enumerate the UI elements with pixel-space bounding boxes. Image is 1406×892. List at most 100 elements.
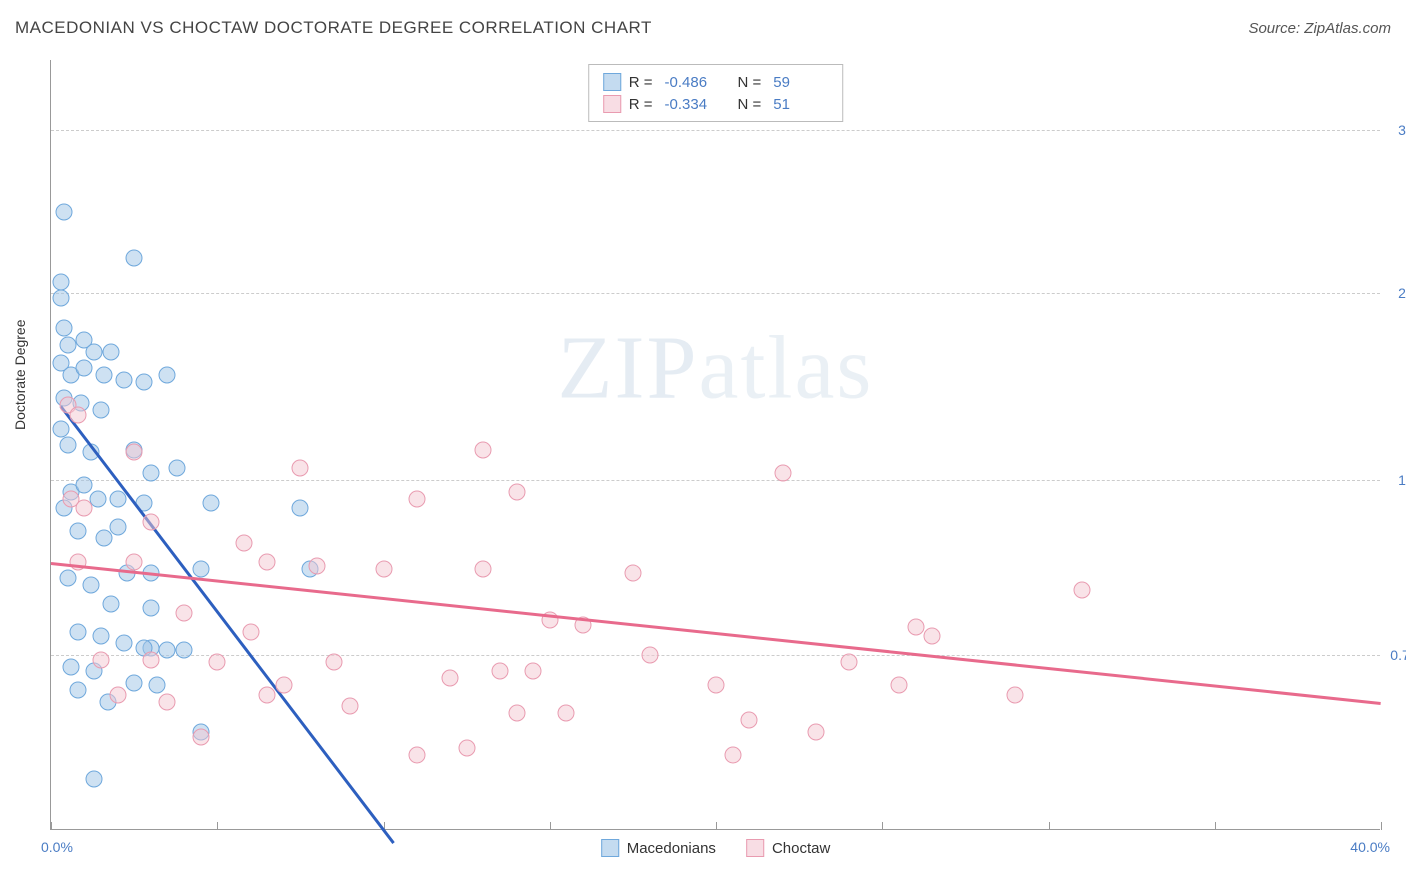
swatch-blue-icon bbox=[601, 839, 619, 857]
legend-row-macedonians: R = -0.486 N = 59 bbox=[603, 71, 829, 93]
data-point bbox=[159, 367, 176, 384]
legend-n-label: N = bbox=[738, 74, 762, 91]
data-point bbox=[59, 437, 76, 454]
data-point bbox=[159, 642, 176, 659]
data-point bbox=[92, 651, 109, 668]
gridline bbox=[51, 130, 1380, 131]
data-point bbox=[890, 677, 907, 694]
legend-r-value: -0.486 bbox=[665, 74, 720, 91]
data-point bbox=[624, 565, 641, 582]
legend-n-label: N = bbox=[738, 96, 762, 113]
data-point bbox=[325, 654, 342, 671]
watermark: ZIPatlas bbox=[558, 316, 874, 419]
legend-n-value: 51 bbox=[773, 96, 828, 113]
data-point bbox=[69, 523, 86, 540]
data-point bbox=[408, 747, 425, 764]
source-attribution: Source: ZipAtlas.com bbox=[1248, 20, 1391, 37]
data-point bbox=[109, 518, 126, 535]
data-point bbox=[92, 628, 109, 645]
swatch-pink-icon bbox=[603, 95, 621, 113]
data-point bbox=[116, 635, 133, 652]
legend-item-choctaw: Choctaw bbox=[746, 839, 830, 857]
data-point bbox=[56, 320, 73, 337]
data-point bbox=[342, 698, 359, 715]
data-point bbox=[741, 712, 758, 729]
legend-n-value: 59 bbox=[773, 74, 828, 91]
data-point bbox=[724, 747, 741, 764]
swatch-pink-icon bbox=[746, 839, 764, 857]
data-point bbox=[142, 600, 159, 617]
data-point bbox=[209, 654, 226, 671]
data-point bbox=[408, 490, 425, 507]
data-point bbox=[159, 693, 176, 710]
data-point bbox=[807, 724, 824, 741]
data-point bbox=[69, 623, 86, 640]
data-point bbox=[259, 686, 276, 703]
x-tick bbox=[1049, 822, 1050, 830]
data-point bbox=[109, 686, 126, 703]
data-point bbox=[96, 367, 113, 384]
x-tick bbox=[716, 822, 717, 830]
data-point bbox=[508, 705, 525, 722]
data-point bbox=[52, 290, 69, 307]
legend-label: Macedonians bbox=[627, 840, 716, 857]
data-point bbox=[292, 460, 309, 477]
data-point bbox=[491, 663, 508, 680]
legend-row-choctaw: R = -0.334 N = 51 bbox=[603, 93, 829, 115]
data-point bbox=[235, 535, 252, 552]
data-point bbox=[56, 203, 73, 220]
y-tick-label: 1.5% bbox=[1385, 472, 1406, 488]
data-point bbox=[96, 530, 113, 547]
data-point bbox=[59, 570, 76, 587]
data-point bbox=[708, 677, 725, 694]
y-tick-label: 3.0% bbox=[1385, 122, 1406, 138]
data-point bbox=[192, 728, 209, 745]
x-axis-max-label: 40.0% bbox=[1350, 839, 1390, 855]
x-tick bbox=[1381, 822, 1382, 830]
data-point bbox=[126, 675, 143, 692]
data-point bbox=[59, 336, 76, 353]
data-point bbox=[558, 705, 575, 722]
data-point bbox=[52, 273, 69, 290]
legend-r-label: R = bbox=[629, 96, 653, 113]
trend-line bbox=[60, 406, 394, 844]
data-point bbox=[76, 500, 93, 517]
data-point bbox=[69, 406, 86, 423]
data-point bbox=[82, 577, 99, 594]
data-point bbox=[76, 476, 93, 493]
data-point bbox=[1073, 581, 1090, 598]
data-point bbox=[309, 558, 326, 575]
data-point bbox=[126, 444, 143, 461]
data-point bbox=[86, 770, 103, 787]
legend-r-value: -0.334 bbox=[665, 96, 720, 113]
data-point bbox=[442, 670, 459, 687]
data-point bbox=[126, 250, 143, 267]
data-point bbox=[176, 642, 193, 659]
x-tick bbox=[51, 822, 52, 830]
data-point bbox=[641, 647, 658, 664]
data-point bbox=[62, 658, 79, 675]
data-point bbox=[142, 651, 159, 668]
data-point bbox=[375, 560, 392, 577]
x-axis-min-label: 0.0% bbox=[41, 839, 73, 855]
legend-item-macedonians: Macedonians bbox=[601, 839, 716, 857]
data-point bbox=[202, 495, 219, 512]
gridline bbox=[51, 293, 1380, 294]
data-point bbox=[136, 374, 153, 391]
data-point bbox=[176, 605, 193, 622]
x-tick bbox=[550, 822, 551, 830]
data-point bbox=[92, 402, 109, 419]
data-point bbox=[86, 343, 103, 360]
data-point bbox=[102, 343, 119, 360]
data-point bbox=[1007, 686, 1024, 703]
x-tick bbox=[217, 822, 218, 830]
data-point bbox=[525, 663, 542, 680]
data-point bbox=[841, 654, 858, 671]
data-point bbox=[149, 677, 166, 694]
legend-label: Choctaw bbox=[772, 840, 830, 857]
correlation-legend: R = -0.486 N = 59 R = -0.334 N = 51 bbox=[588, 64, 844, 122]
data-point bbox=[924, 628, 941, 645]
data-point bbox=[458, 740, 475, 757]
data-point bbox=[774, 465, 791, 482]
data-point bbox=[52, 420, 69, 437]
